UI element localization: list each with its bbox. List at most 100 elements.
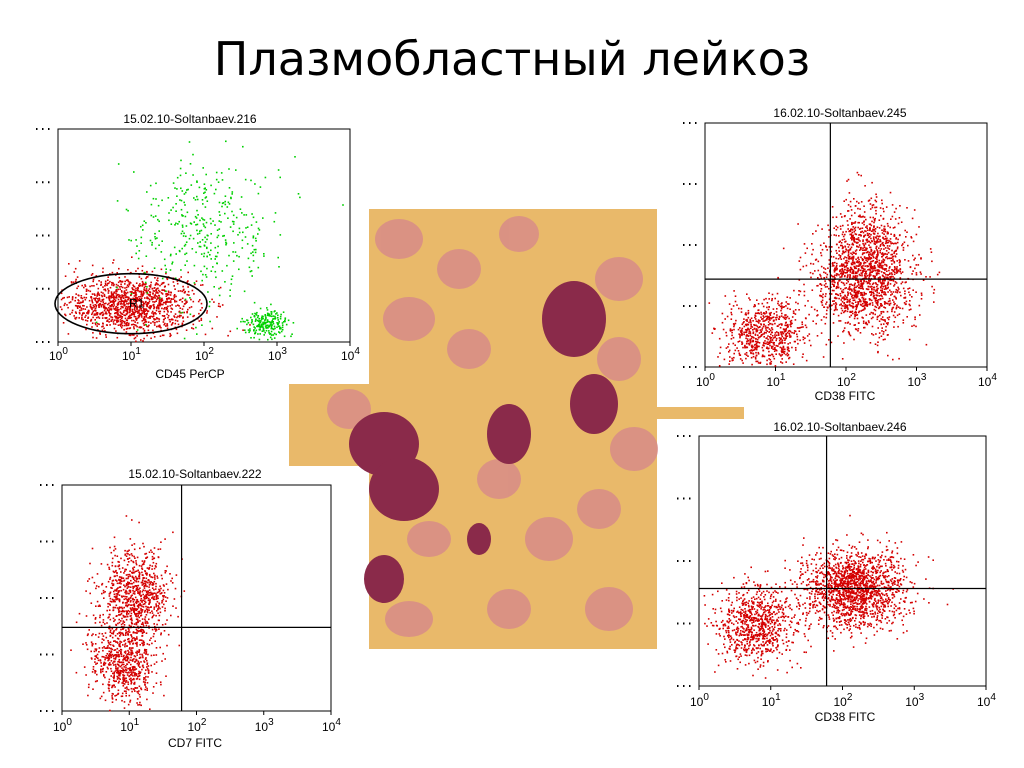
data-point [100, 281, 102, 283]
data-point [195, 326, 197, 329]
data-point [833, 309, 836, 312]
data-point [745, 352, 748, 354]
data-point [842, 271, 845, 274]
data-point [206, 246, 208, 249]
data-point [196, 333, 198, 335]
data-point [111, 584, 114, 587]
data-point [142, 579, 144, 582]
data-point [853, 227, 856, 230]
data-point [151, 296, 153, 298]
data-point [113, 298, 115, 300]
data-point [201, 199, 204, 201]
data-point [135, 294, 138, 296]
data-point [752, 320, 754, 322]
data-point [861, 249, 864, 251]
data-point [126, 291, 129, 294]
data-point [833, 227, 835, 229]
data-point [178, 316, 181, 318]
data-point [129, 291, 132, 293]
data-point [87, 312, 89, 315]
data-point [859, 303, 862, 306]
data-point [109, 578, 111, 580]
data-point [137, 299, 140, 302]
data-point [758, 332, 761, 334]
data-point [203, 255, 205, 258]
data-point [274, 327, 276, 330]
data-point [820, 277, 823, 279]
data-point [175, 574, 178, 576]
data-point [164, 322, 166, 325]
data-point [83, 286, 85, 289]
data-point [265, 326, 267, 329]
data-point [859, 208, 861, 210]
data-point [839, 304, 841, 306]
data-point [760, 313, 763, 316]
x-axis-label: CD45 PerCP [155, 367, 225, 381]
data-point [854, 238, 856, 240]
data-point [105, 312, 108, 315]
data-point [849, 273, 851, 276]
data-point [863, 262, 865, 265]
data-point [131, 314, 133, 316]
data-point [218, 302, 220, 305]
data-point [195, 217, 198, 219]
data-point [763, 323, 765, 326]
data-point [836, 273, 839, 275]
data-point [858, 298, 860, 300]
data-point [201, 217, 203, 219]
data-point [147, 303, 149, 305]
data-point [751, 349, 753, 351]
data-point [884, 247, 887, 249]
data-point [832, 313, 835, 315]
data-point [144, 271, 146, 274]
data-point [889, 238, 892, 240]
data-point [868, 279, 870, 282]
data-point [155, 605, 158, 608]
data-point [104, 330, 106, 332]
data-point [136, 288, 139, 291]
data-point [888, 267, 891, 269]
data-point [863, 216, 866, 218]
data-point [136, 298, 139, 300]
data-point [74, 318, 77, 320]
data-point [874, 251, 876, 253]
data-point [918, 304, 921, 307]
data-point [121, 319, 124, 322]
data-point [851, 253, 854, 256]
data-point [118, 295, 120, 298]
data-point [863, 270, 865, 272]
data-point [127, 581, 129, 583]
data-point [841, 263, 843, 265]
data-point [881, 304, 883, 307]
data-point [879, 240, 882, 242]
data-point [887, 334, 889, 336]
data-point [845, 260, 847, 262]
data-point [87, 309, 90, 312]
data-point [870, 240, 873, 242]
data-point [123, 292, 126, 294]
data-point [115, 569, 117, 572]
y-tick-mark [695, 366, 697, 368]
data-point [744, 353, 746, 355]
data-point [124, 276, 126, 278]
data-point [143, 286, 146, 289]
data-point [123, 322, 126, 324]
data-point [820, 332, 823, 334]
data-point [157, 608, 159, 611]
data-point [907, 288, 909, 290]
data-point [902, 246, 905, 249]
data-point [77, 285, 80, 288]
data-point [872, 237, 875, 240]
data-point [199, 309, 202, 311]
data-point [120, 290, 123, 292]
data-point [161, 282, 164, 284]
data-point [849, 218, 851, 220]
data-point [830, 293, 833, 295]
data-point [274, 212, 277, 214]
data-point [857, 290, 859, 293]
data-point [171, 582, 174, 584]
data-point [154, 232, 156, 235]
data-point [139, 603, 142, 606]
data-point [133, 326, 135, 328]
data-point [69, 301, 72, 303]
